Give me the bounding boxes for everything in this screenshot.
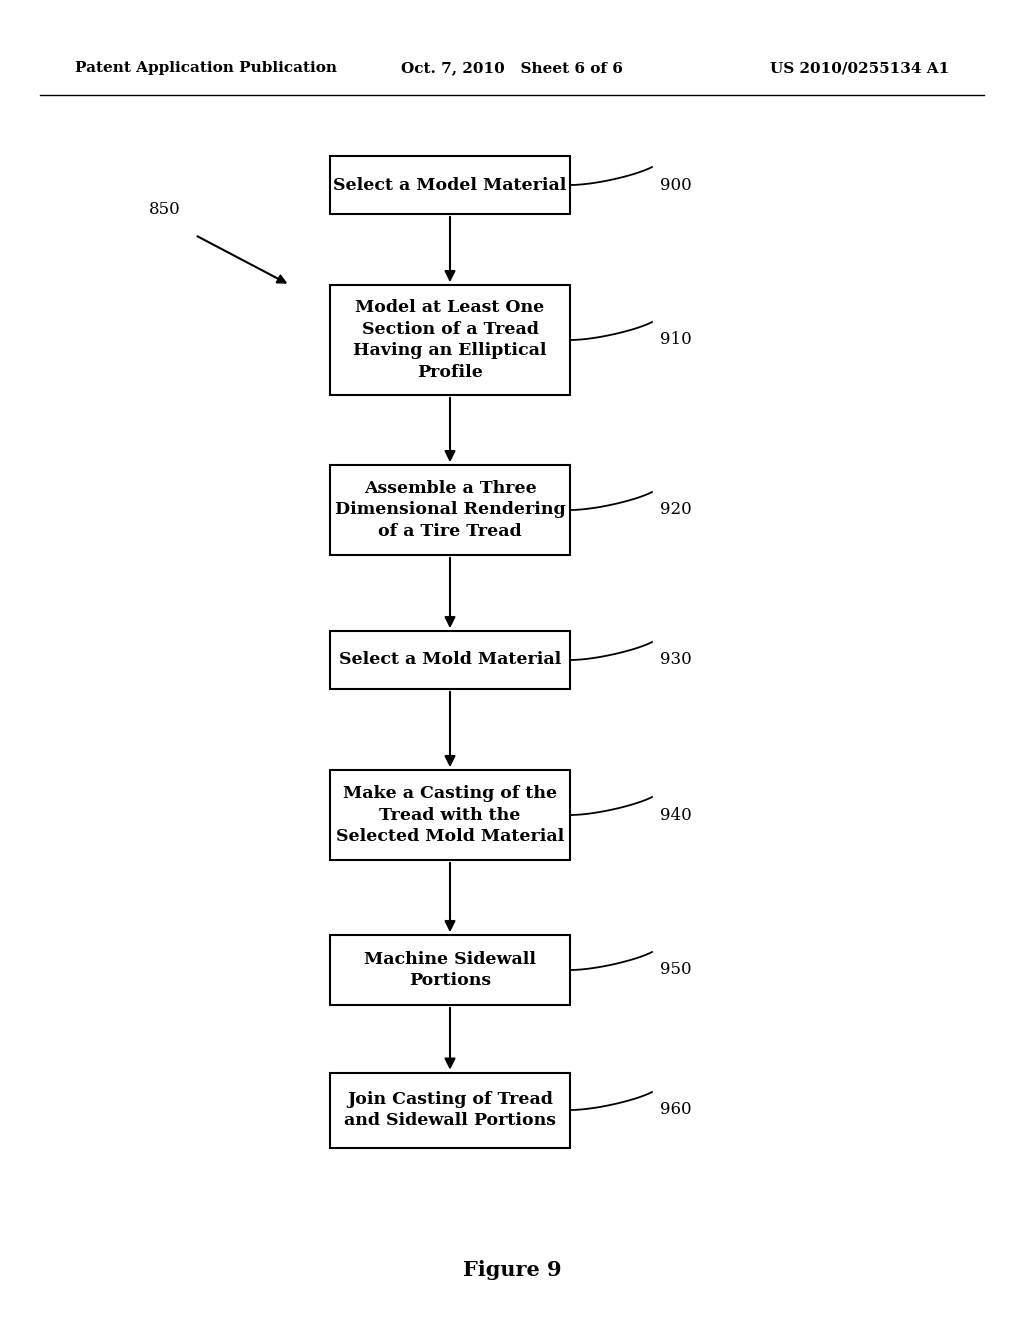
- Text: 950: 950: [660, 961, 691, 978]
- Bar: [330, 285, 570, 395]
- Text: US 2010/0255134 A1: US 2010/0255134 A1: [770, 61, 949, 75]
- Bar: [330, 156, 570, 214]
- Bar: [330, 770, 570, 861]
- Text: Figure 9: Figure 9: [463, 1261, 561, 1280]
- Bar: [330, 1072, 570, 1147]
- Bar: [330, 631, 570, 689]
- Text: 850: 850: [150, 202, 181, 219]
- Text: Select a Mold Material: Select a Mold Material: [339, 652, 561, 668]
- Text: 940: 940: [660, 807, 692, 824]
- Text: Oct. 7, 2010   Sheet 6 of 6: Oct. 7, 2010 Sheet 6 of 6: [401, 61, 623, 75]
- Text: 930: 930: [660, 652, 692, 668]
- Text: Select a Model Material: Select a Model Material: [334, 177, 566, 194]
- Text: Model at Least One
Section of a Tread
Having an Elliptical
Profile: Model at Least One Section of a Tread Ha…: [353, 300, 547, 381]
- Text: 960: 960: [660, 1101, 691, 1118]
- Text: Assemble a Three
Dimensional Rendering
of a Tire Tread: Assemble a Three Dimensional Rendering o…: [335, 480, 565, 540]
- Bar: [330, 935, 570, 1005]
- Text: Machine Sidewall
Portions: Machine Sidewall Portions: [364, 950, 536, 989]
- Text: 900: 900: [660, 177, 692, 194]
- Text: 910: 910: [660, 331, 692, 348]
- Text: 920: 920: [660, 502, 692, 519]
- Text: Patent Application Publication: Patent Application Publication: [75, 61, 337, 75]
- Bar: [330, 465, 570, 554]
- Text: Join Casting of Tread
and Sidewall Portions: Join Casting of Tread and Sidewall Porti…: [344, 1090, 556, 1130]
- Text: Make a Casting of the
Tread with the
Selected Mold Material: Make a Casting of the Tread with the Sel…: [336, 785, 564, 845]
